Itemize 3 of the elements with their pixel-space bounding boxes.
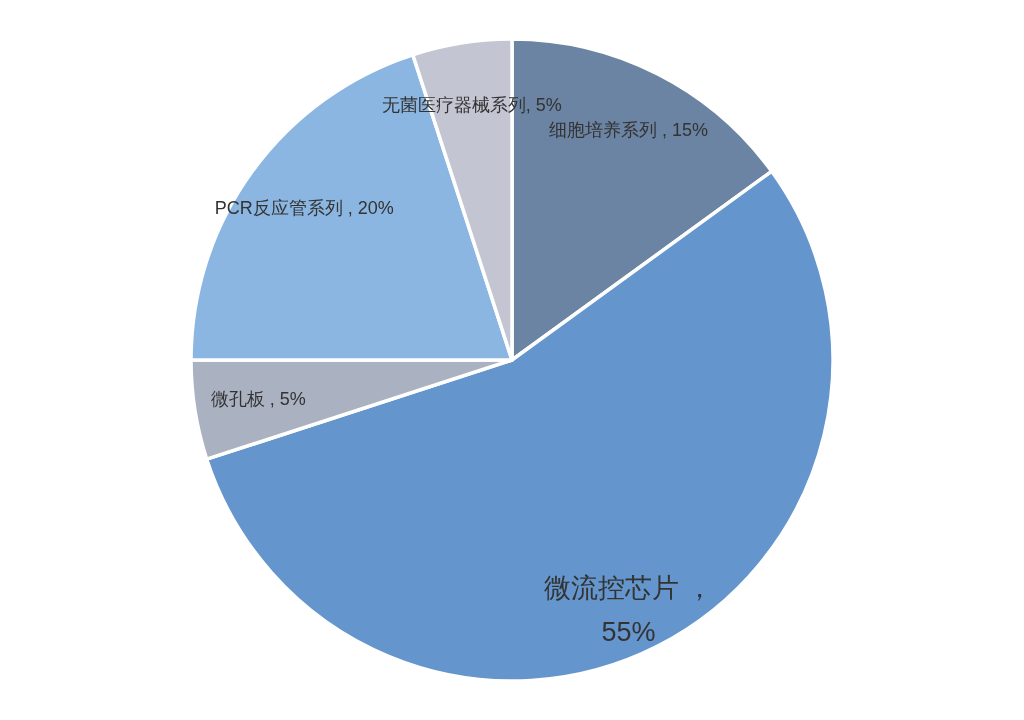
slice-label: 微流控芯片 ， 55%	[543, 572, 714, 647]
slice-label: 细胞培养系列 , 15%	[549, 120, 709, 141]
slice-label: 微孔板 , 5%	[210, 389, 306, 410]
